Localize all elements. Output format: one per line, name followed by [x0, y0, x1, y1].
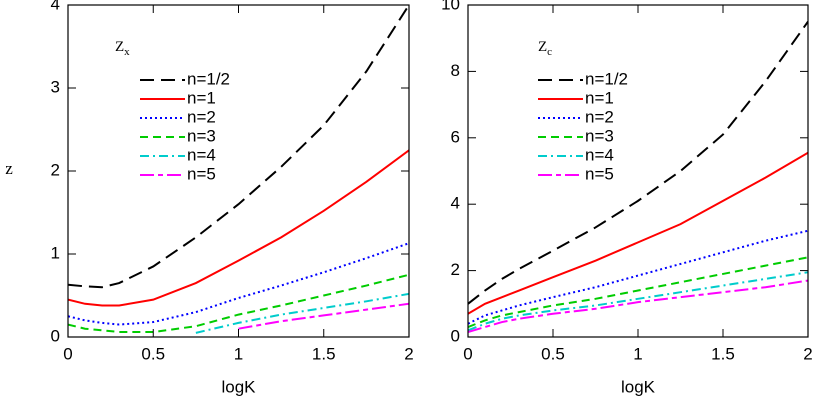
legend-label: n=1: [585, 88, 614, 107]
plot-frame: [67, 4, 410, 338]
y-tick-label: 2: [51, 160, 60, 179]
legend-title-sub: x: [124, 46, 130, 58]
x-tick-label: 0: [463, 344, 472, 363]
legend-title: Zx: [115, 39, 130, 57]
series-line: [468, 279, 808, 333]
series-line: [68, 273, 409, 334]
legend-label: n=2: [187, 107, 216, 126]
legend-label: n=1: [187, 88, 216, 107]
series-line: [468, 21, 808, 305]
legend-title: Zc: [538, 39, 552, 57]
plot-frame: [467, 4, 809, 338]
x-tick-label: 1: [633, 344, 642, 363]
legend-title-main: Z: [538, 39, 547, 55]
legend-label: n=5: [585, 164, 614, 183]
y-tick-label: 3: [51, 77, 60, 96]
x-axis-label: logK: [621, 377, 656, 396]
series-line: [468, 256, 808, 328]
x-tick-label: 2: [803, 344, 812, 363]
legend-label: n=4: [585, 145, 614, 164]
x-tick-label: 0.5: [141, 344, 165, 363]
legend-label: n=3: [187, 126, 216, 145]
y-tick-label: 2: [451, 260, 460, 279]
x-tick-label: 0: [63, 344, 72, 363]
y-tick-label: 10: [441, 0, 460, 13]
y-tick-label: 1: [51, 243, 60, 262]
x-tick-label: 0.5: [541, 344, 565, 363]
x-tick-label: 1.5: [711, 344, 735, 363]
y-axis-label: z: [5, 159, 13, 178]
legend-label: n=4: [187, 145, 216, 164]
series-line: [68, 149, 409, 307]
legend-title-sub: c: [547, 46, 552, 58]
y-tick-label: 8: [451, 61, 460, 80]
series-line: [468, 271, 808, 332]
legend-label: n=2: [585, 107, 614, 126]
y-tick-label: 4: [51, 0, 60, 13]
legend-label: n=1/2: [585, 69, 628, 88]
legend-label: n=1/2: [187, 69, 230, 88]
series-line: [68, 5, 409, 289]
series-line: [195, 292, 409, 334]
y-tick-label: 6: [451, 127, 460, 146]
x-tick-label: 1.5: [312, 344, 336, 363]
legend-label: n=5: [187, 164, 216, 183]
legend-title-main: Z: [115, 39, 124, 55]
x-tick-label: 2: [404, 344, 413, 363]
y-tick-label: 0: [451, 326, 460, 345]
y-tick-label: 4: [451, 194, 460, 213]
series-line: [468, 229, 808, 325]
legend-label: n=3: [585, 126, 614, 145]
series-line: [468, 151, 808, 315]
series-line: [238, 302, 409, 330]
x-tick-label: 1: [234, 344, 243, 363]
x-axis-label: logK: [221, 377, 256, 396]
y-tick-label: 0: [51, 326, 60, 345]
